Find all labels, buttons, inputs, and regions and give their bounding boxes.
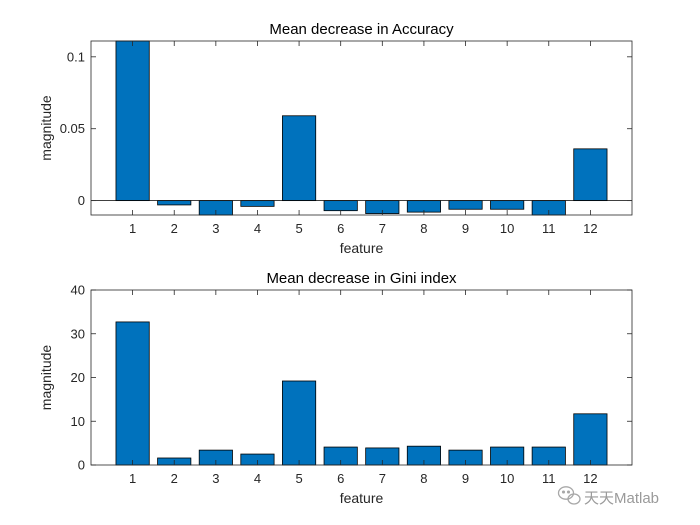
bar	[573, 413, 608, 466]
x-tick-label: 4	[254, 471, 261, 486]
y-tick-label: 0.05	[60, 121, 85, 136]
bar	[157, 200, 192, 206]
chart-title: Mean decrease in Gini index	[266, 270, 457, 287]
x-tick-label: 4	[254, 221, 261, 236]
watermark: 天天Matlab	[557, 486, 659, 507]
x-tick-label: 11	[542, 221, 556, 236]
x-tick-label: 5	[295, 471, 302, 486]
y-tick-label: 0	[78, 193, 85, 208]
bar	[240, 200, 275, 207]
x-tick-label: 8	[420, 221, 427, 236]
x-tick-label: 5	[295, 221, 302, 236]
y-tick-label: 0.1	[67, 49, 85, 64]
x-tick-label: 2	[171, 221, 178, 236]
x-tick-label: 12	[583, 221, 597, 236]
plot-area	[91, 290, 632, 465]
x-tick-label: 11	[542, 471, 556, 486]
x-tick-label: 6	[337, 471, 344, 486]
x-tick-label: 12	[583, 471, 597, 486]
x-tick-label: 9	[462, 221, 469, 236]
bar	[448, 200, 483, 210]
bar	[573, 148, 608, 202]
x-tick-label: 7	[379, 471, 386, 486]
plot-area	[91, 41, 632, 215]
x-tick-label: 6	[337, 221, 344, 236]
x-tick-label: 9	[462, 471, 469, 486]
x-tick-label: 10	[500, 471, 514, 486]
bar	[115, 321, 150, 466]
x-tick-label: 7	[379, 221, 386, 236]
axes-box	[90, 40, 633, 216]
y-tick-label: 20	[71, 370, 85, 385]
x-tick-label: 3	[212, 471, 219, 486]
x-axis-label: feature	[340, 240, 384, 256]
y-tick-label: 30	[71, 326, 85, 341]
wechat-icon	[557, 486, 581, 505]
x-tick-label: 1	[129, 221, 136, 236]
x-axis-label: feature	[340, 490, 384, 506]
x-tick-label: 8	[420, 471, 427, 486]
x-tick-label: 1	[129, 471, 136, 486]
x-tick-label: 2	[171, 471, 178, 486]
y-tick-label: 10	[71, 414, 85, 429]
bar	[323, 200, 358, 212]
y-tick-label: 0	[78, 458, 85, 473]
bar	[490, 200, 525, 210]
bar	[282, 380, 317, 466]
bar	[282, 115, 317, 202]
watermark-text: 天天Matlab	[584, 490, 659, 507]
bar	[115, 40, 150, 202]
y-tick-label: 40	[71, 283, 85, 298]
chart-title: Mean decrease in Accuracy	[269, 21, 454, 38]
y-axis-label: magnitude	[38, 95, 54, 161]
x-tick-label: 3	[212, 221, 219, 236]
y-axis-label: magnitude	[38, 345, 54, 411]
x-tick-label: 10	[500, 221, 514, 236]
